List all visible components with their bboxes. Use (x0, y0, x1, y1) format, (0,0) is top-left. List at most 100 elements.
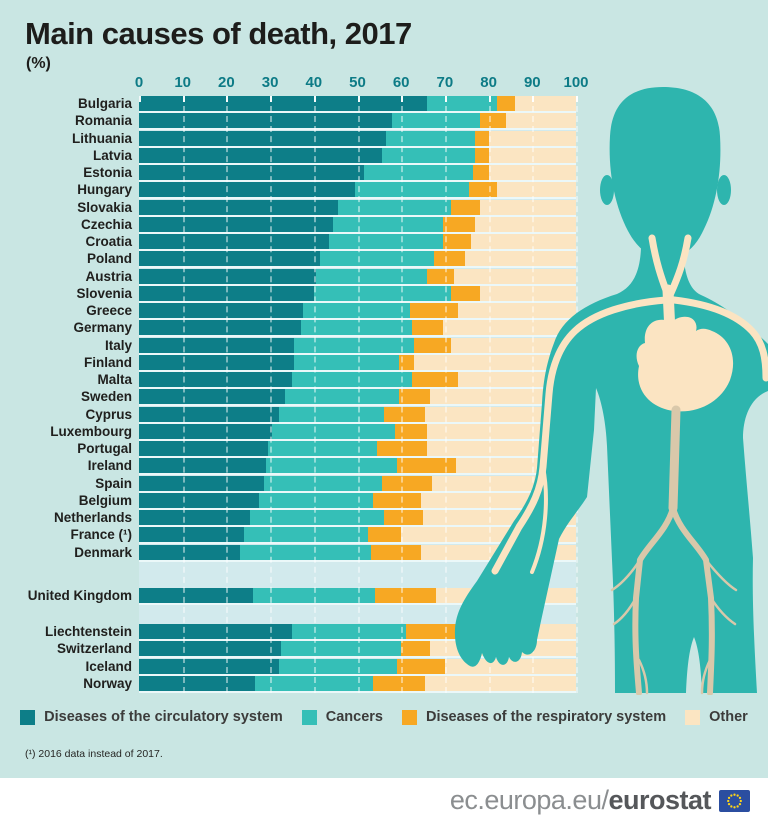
country-label: Liechtenstein (44, 624, 132, 639)
bar-segment (139, 544, 240, 560)
bar-segment (497, 182, 576, 198)
leg-vessel-branch-1 (610, 558, 642, 592)
legend-color-chip (401, 709, 417, 725)
country-label: Latvia (92, 147, 132, 163)
bar-segment (414, 354, 576, 370)
x-axis-tick-label-100: 100 (563, 74, 589, 91)
bar-segment (383, 510, 424, 525)
bar-segment (457, 372, 576, 387)
x-axis-tick-label-0: 0 (134, 74, 144, 91)
bar-segment (139, 641, 282, 657)
legend-label: Cancers (325, 709, 383, 725)
bar-row-hungary: Hungary (0, 182, 580, 200)
bar-segment (278, 406, 384, 422)
country-label: Spain (95, 475, 132, 491)
bar-row-finland: Finland (0, 354, 580, 372)
bar-segment (259, 492, 373, 508)
flag-star (730, 804, 733, 808)
bar-row-lithuania: Lithuania (0, 130, 580, 148)
bar-segment (139, 510, 251, 525)
country-label: Netherlands (53, 510, 132, 525)
x-axis-tick-label-20: 20 (218, 74, 235, 91)
bar-segment (488, 147, 576, 163)
bar-segment (442, 234, 472, 249)
country-label: Greece (86, 303, 132, 318)
bar-segment (239, 544, 371, 560)
leg-vessel-branch-3 (704, 558, 738, 592)
flag-star (733, 793, 736, 796)
country-label: Hungary (77, 182, 132, 198)
bar-row-france: France (¹) (0, 527, 580, 545)
bar-segment (506, 113, 576, 129)
bar-segment (473, 165, 489, 180)
bar-segment (372, 492, 421, 508)
bar-segment (281, 641, 402, 657)
bar-segment (405, 624, 465, 639)
country-label: Austria (85, 268, 132, 284)
x-axis-tick-label-70: 70 (436, 74, 454, 91)
bar-segment (425, 675, 576, 691)
country-label: Czechia (80, 216, 132, 232)
bar-segment (333, 216, 443, 232)
bar-row-netherlands: Netherlands (0, 510, 580, 527)
bar-row-united-kingdom: United Kingdom (0, 587, 580, 605)
bar-row-austria: Austria (0, 268, 580, 286)
bar-row-greece: Greece (0, 303, 580, 320)
bar-segment (243, 527, 369, 543)
bar-segment (451, 199, 480, 215)
bar-segment (377, 441, 428, 456)
unit-label: (%) (26, 55, 51, 72)
bar-segment (139, 354, 295, 370)
bar-segment (475, 216, 576, 232)
x-axis-tick-label-60: 60 (392, 74, 410, 91)
bar-row-cyprus: Cyprus (0, 406, 580, 424)
bar-segment (300, 320, 413, 336)
stacked-bar (139, 147, 576, 165)
country-label: Denmark (74, 544, 132, 560)
flag-star (736, 793, 739, 797)
bar-segment (427, 423, 576, 439)
legend-item-3: Other (685, 709, 748, 725)
ear-left (600, 175, 614, 205)
bar-segment (383, 406, 426, 422)
bar-row-malta: Malta (0, 372, 580, 389)
bar-row-germany: Germany (0, 320, 580, 338)
gridline-10 (182, 96, 185, 693)
bar-row-sweden: Sweden (0, 389, 580, 407)
legend-color-chip (20, 709, 36, 725)
bar-row-iceland: Iceland (0, 658, 580, 676)
x-axis-tick-label-10: 10 (174, 74, 192, 91)
bar-segment (139, 423, 273, 439)
x-axis-tickmark-10 (182, 96, 185, 102)
bar-row-italy: Italy (0, 337, 580, 355)
url-prefix: ec.europa.eu/ (449, 785, 609, 815)
bar-segment (139, 658, 279, 674)
legend-item-1: Cancers (301, 709, 383, 725)
bar-segment (429, 641, 576, 657)
bar-segment (414, 337, 452, 353)
bar-segment (139, 182, 356, 198)
bar-segment (479, 285, 576, 301)
bar-segment (396, 458, 456, 474)
country-label: Bulgaria (77, 96, 132, 111)
leg-vessel-branch-4 (709, 596, 737, 626)
bar-segment (294, 354, 399, 370)
bar-segment (475, 147, 489, 163)
bar-segment (479, 113, 507, 129)
bar-segment (381, 475, 432, 491)
bar-segment (399, 389, 430, 405)
legend: Diseases of the circulatory system Cancer… (0, 709, 768, 725)
bar-segment (455, 458, 576, 474)
country-label: Norway (83, 675, 132, 691)
bar-row-croatia: Croatia (0, 234, 580, 251)
bar-segment (139, 199, 338, 215)
bar-segment (139, 675, 255, 691)
flag-star (736, 804, 739, 808)
bar-segment (294, 337, 415, 353)
bar-segment (427, 441, 576, 456)
country-label: Italy (104, 337, 132, 353)
leg-vessel-branch-6 (700, 658, 712, 695)
bar-segment (514, 96, 576, 111)
url-brand: eurostat (608, 785, 711, 815)
legend-color-chip (301, 709, 317, 725)
